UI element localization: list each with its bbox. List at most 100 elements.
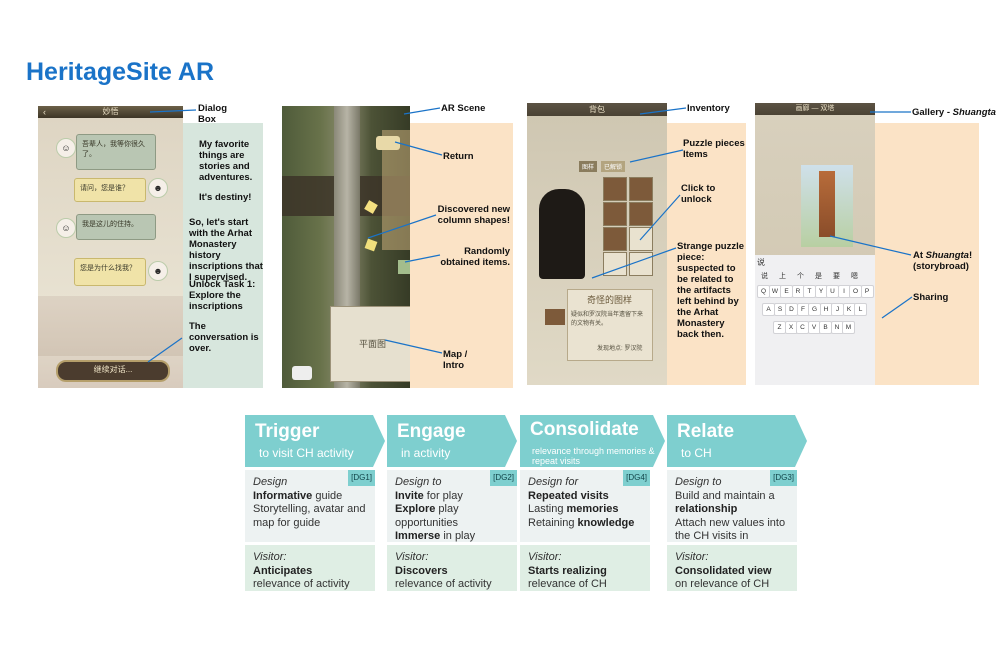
- tab-unlocked[interactable]: 已解锁: [601, 161, 626, 172]
- visitor-label: Visitor:: [253, 551, 287, 563]
- design-label: Design: [253, 476, 288, 488]
- player-avatar: ☻: [148, 261, 168, 281]
- design-box: Design to [DG3] Build and maintain a relati…: [667, 470, 797, 556]
- abbot-avatar: ☺: [56, 218, 76, 238]
- puzzle-slot[interactable]: [629, 202, 653, 226]
- key[interactable]: M: [842, 321, 855, 334]
- puzzle-slot[interactable]: [629, 227, 653, 251]
- mountain-art: [38, 296, 183, 356]
- visitor-detail: relevance of activity: [395, 578, 492, 590]
- visitor-box: Visitor: Consolidated view on relevance of…: [667, 545, 797, 591]
- chat-bubble-right: 您是为什么找我？: [74, 258, 146, 286]
- callout-dialog-box: Dialog Box: [198, 103, 228, 125]
- callout-gallery: Gallery - Shuangta: [912, 107, 996, 118]
- pagoda-photo: [801, 165, 853, 247]
- candidate-word[interactable]: 嗯: [851, 273, 858, 280]
- return-icon[interactable]: [376, 136, 400, 150]
- stage-title: Relate: [677, 421, 735, 442]
- key[interactable]: L: [854, 303, 867, 316]
- callout-storyboard: At Shuangta! (storybroad): [913, 250, 973, 272]
- design-box: Design for [DG4] Repeated visits Lasting me…: [520, 470, 650, 542]
- tab-patterns[interactable]: 图样: [579, 161, 598, 172]
- callout-discovered: Discovered new column shapes!: [437, 204, 510, 226]
- design-guideline-tag: [DG2]: [490, 470, 517, 486]
- visitor-box: Visitor: Anticipates relevance of activity: [245, 545, 375, 591]
- candidate-word[interactable]: 个: [797, 273, 804, 280]
- design-line: Explore play opportunities: [395, 503, 459, 529]
- callout-click-unlock: Click to unlock: [681, 183, 716, 205]
- inventory-screenshot: 背包 图样 已解锁 奇怪的图样 疑似和罗汉院当年遗留下来的文物有关。 发现地点:…: [527, 103, 667, 385]
- back-arrow-icon[interactable]: ‹: [43, 107, 46, 117]
- dialog-note: So, let's start with the Arhat Monastery…: [189, 217, 263, 283]
- inventory-header: 背包: [589, 105, 605, 114]
- stage-subtitle: to visit CH activity: [259, 446, 354, 460]
- candidate-word[interactable]: 说: [761, 273, 768, 280]
- player-avatar: ☻: [148, 178, 168, 198]
- callout-puzzle-items: Puzzle pieces Items: [683, 138, 745, 160]
- chat-bubble-left: 我是这儿的住持。: [76, 214, 156, 240]
- visitor-detail: on relevance of CH: [675, 578, 770, 590]
- key[interactable]: P: [860, 285, 874, 298]
- candidate-word[interactable]: 是: [815, 273, 822, 280]
- stage-title: Engage: [397, 421, 466, 442]
- puzzle-slot[interactable]: [603, 177, 627, 201]
- puzzle-slot[interactable]: [603, 252, 627, 276]
- input-text: 说: [757, 258, 765, 267]
- camera-icon[interactable]: [292, 366, 312, 380]
- design-guideline-tag: [DG1]: [348, 470, 375, 486]
- stage-header-trigger: Trigger to visit CH activity: [245, 415, 385, 467]
- callout-sharing: Sharing: [913, 292, 949, 303]
- dialog-note: Unlock Task 1: Explore the inscriptions: [189, 279, 256, 312]
- visitor-outcome: Consolidated view: [675, 564, 772, 577]
- strange-piece-icon: [545, 309, 565, 325]
- puzzle-slot[interactable]: [629, 177, 653, 201]
- stage-header-relate: Relate to CH: [667, 415, 807, 467]
- visitor-label: Visitor:: [528, 551, 562, 563]
- dialog-header: 妙悟: [102, 107, 119, 116]
- dialog-note: My favorite things are stories and adven…: [199, 139, 253, 183]
- item-title: 奇怪的图样: [587, 295, 633, 305]
- design-line: relationship: [675, 503, 738, 515]
- stage-header-consolidate: Consolidate relevance through memories & …: [520, 415, 665, 467]
- page-title: HeritageSite AR: [26, 58, 215, 86]
- callout-inventory: Inventory: [687, 103, 730, 114]
- design-line: Repeated visits: [528, 489, 609, 502]
- candidate-bar[interactable]: 说上个是要嗯: [757, 271, 873, 281]
- dialog-notes-panel: [183, 123, 263, 388]
- design-line: Retaining knowledge: [528, 516, 635, 529]
- dialog-screenshot: 妙悟 ‹ ☺ 吾辈人，我等你很久了。 ☻ 请问，您是谁？ ☺ 我是这儿的住持。 …: [38, 106, 183, 388]
- item-description: 疑似和罗汉院当年遗留下来的文物有关。: [571, 312, 644, 327]
- visitor-box: Visitor: Starts realizing relevance of CH: [520, 545, 650, 591]
- callout-ar-scene: AR Scene: [441, 103, 486, 114]
- design-guideline-tag: [DG3]: [770, 470, 797, 486]
- callout-return: Return: [443, 151, 474, 162]
- arhat-silhouette: [539, 189, 585, 279]
- candidate-word[interactable]: 上: [779, 273, 786, 280]
- design-line: Invite for play: [395, 489, 463, 502]
- continue-dialog-button[interactable]: 继续对话...: [56, 360, 170, 382]
- puzzle-slot[interactable]: [629, 252, 653, 276]
- stage-subtitle: in activity: [401, 446, 451, 460]
- puzzle-slot[interactable]: [603, 202, 627, 226]
- visitor-outcome: Anticipates: [253, 564, 313, 577]
- stage-subtitle: to CH: [681, 446, 712, 460]
- candidate-word[interactable]: 要: [833, 273, 840, 280]
- gallery-header: 画廊 — 双塔: [795, 105, 835, 112]
- inventory-notes-panel: [667, 123, 746, 385]
- visitor-detail: relevance of activity: [253, 578, 350, 590]
- visitor-outcome: Starts realizing: [528, 564, 607, 577]
- map-intro-panel[interactable]: 平面图: [330, 306, 410, 382]
- key[interactable]: S: [773, 303, 787, 316]
- design-guideline-tag: [DG4]: [623, 470, 650, 486]
- puzzle-slot[interactable]: [603, 227, 627, 251]
- random-item-piece[interactable]: [398, 260, 410, 274]
- design-line: Storytelling, avatar and map for guide: [253, 503, 366, 529]
- callout-strange-piece: Strange puzzle piece: suspected to be re…: [677, 241, 745, 340]
- stage-title: Consolidate: [530, 419, 639, 440]
- key[interactable]: W: [768, 285, 782, 298]
- design-label: Design to: [675, 476, 722, 488]
- design-box: Design [DG1] Informative guide Storytelling…: [245, 470, 375, 542]
- visitor-label: Visitor:: [675, 551, 709, 563]
